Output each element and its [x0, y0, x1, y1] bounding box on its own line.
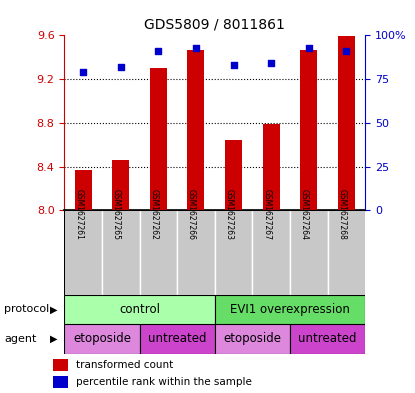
- Bar: [188, 50, 205, 210]
- Text: GSM1627264: GSM1627264: [300, 189, 309, 240]
- Bar: [75, 170, 92, 210]
- Bar: [215, 295, 365, 324]
- Text: percentile rank within the sample: percentile rank within the sample: [76, 377, 251, 387]
- Text: protocol: protocol: [4, 305, 49, 314]
- Bar: [64, 295, 215, 324]
- Bar: [327, 210, 365, 295]
- Bar: [150, 68, 167, 210]
- Bar: [177, 210, 215, 295]
- Text: GSM1627262: GSM1627262: [149, 189, 159, 240]
- Bar: [112, 160, 129, 210]
- Bar: [102, 210, 139, 295]
- Point: [305, 44, 312, 51]
- Point: [80, 69, 86, 75]
- Point: [117, 64, 124, 70]
- Text: ▶: ▶: [50, 305, 58, 314]
- Text: EVI1 overexpression: EVI1 overexpression: [230, 303, 350, 316]
- Point: [193, 44, 199, 51]
- Title: GDS5809 / 8011861: GDS5809 / 8011861: [144, 17, 285, 31]
- Text: untreated: untreated: [148, 332, 206, 345]
- Point: [155, 48, 162, 54]
- Text: etoposide: etoposide: [73, 332, 131, 345]
- Bar: [300, 50, 317, 210]
- Bar: [290, 324, 365, 354]
- Bar: [252, 210, 290, 295]
- Text: transformed count: transformed count: [76, 360, 173, 369]
- Bar: [225, 140, 242, 210]
- Bar: [215, 210, 252, 295]
- Bar: [290, 210, 327, 295]
- Text: agent: agent: [4, 334, 37, 344]
- Bar: [338, 37, 355, 210]
- Text: GSM1627268: GSM1627268: [337, 189, 347, 240]
- Text: ▶: ▶: [50, 334, 58, 344]
- Bar: [53, 376, 68, 388]
- Bar: [139, 210, 177, 295]
- Point: [343, 48, 350, 54]
- Bar: [139, 324, 215, 354]
- Text: etoposide: etoposide: [223, 332, 281, 345]
- Text: GSM1627266: GSM1627266: [187, 189, 196, 240]
- Bar: [215, 324, 290, 354]
- Text: GSM1627265: GSM1627265: [112, 189, 121, 240]
- Point: [230, 62, 237, 68]
- Point: [268, 60, 274, 66]
- Text: GSM1627267: GSM1627267: [262, 189, 271, 240]
- Text: untreated: untreated: [298, 332, 357, 345]
- Bar: [53, 358, 68, 371]
- Text: control: control: [119, 303, 160, 316]
- Text: GSM1627261: GSM1627261: [74, 189, 83, 240]
- Text: GSM1627263: GSM1627263: [225, 189, 234, 240]
- Bar: [263, 124, 280, 210]
- Bar: [64, 210, 102, 295]
- Bar: [64, 324, 139, 354]
